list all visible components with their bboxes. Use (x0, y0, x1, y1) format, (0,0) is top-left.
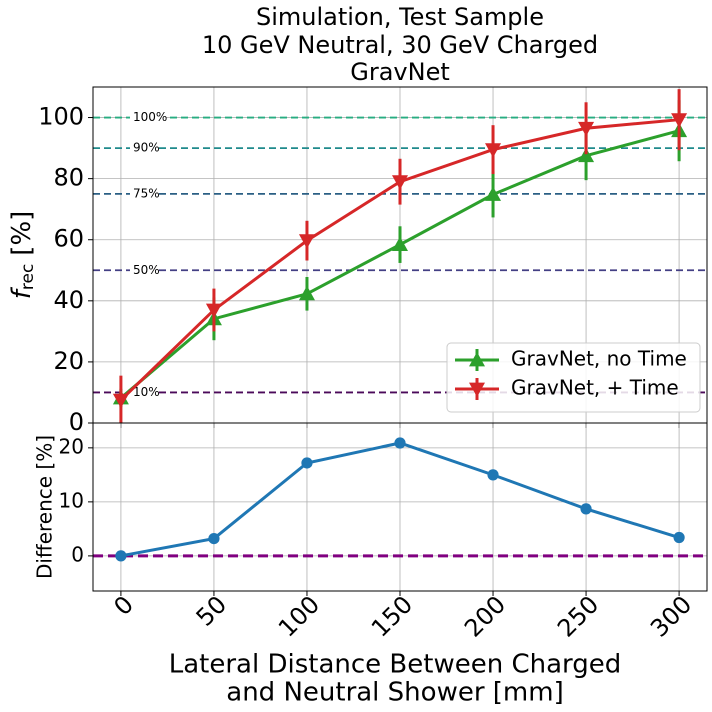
marker (115, 550, 127, 562)
chart-title: 10 GeV Neutral, 30 GeV Charged (202, 31, 598, 59)
y-axis-label: Difference [%] (33, 435, 57, 579)
marker (112, 393, 129, 409)
legend (446, 342, 701, 413)
x-tick-label: 50 (191, 590, 232, 631)
reference-label-bg (130, 385, 159, 400)
x-tick-label: 250 (552, 590, 604, 642)
reference-label: 100% (133, 110, 167, 124)
y-axis-label-unit: [%] (7, 211, 37, 256)
chart-title: GravNet (350, 58, 450, 86)
marker (392, 175, 408, 190)
marker (671, 113, 688, 128)
x-tick-label: 150 (366, 590, 418, 642)
y-tick-label: 0 (71, 542, 84, 566)
y-tick-label: 60 (53, 225, 84, 253)
reference-label: 50% (133, 263, 160, 277)
marker (487, 469, 499, 481)
plot-frame (92, 422, 708, 592)
x-tick-label: 200 (459, 590, 511, 642)
x-tick-label: 0 (108, 590, 139, 621)
y-tick-label: 0 (69, 408, 84, 436)
marker (485, 143, 502, 158)
reference-label-bg (130, 263, 159, 278)
x-axis-label: and Neutral Shower [mm] (226, 678, 563, 708)
legend-marker (469, 352, 485, 367)
legend-marker (469, 382, 485, 397)
x-axis-label: Lateral Distance Between Charged (169, 650, 622, 680)
marker (392, 236, 408, 252)
marker (394, 437, 406, 449)
x-tick-label: 100 (273, 590, 325, 642)
y-tick-label: 10 (59, 488, 84, 512)
reference-label: 90% (133, 141, 160, 155)
y-tick-label: 80 (53, 164, 84, 192)
y-tick-label: 40 (53, 286, 84, 314)
marker (205, 303, 222, 318)
marker (298, 285, 315, 301)
y-tick-label: 100 (38, 103, 84, 131)
marker (301, 457, 313, 469)
y-tick-label: 20 (53, 347, 84, 375)
chart-title: Simulation, Test Sample (256, 3, 544, 31)
marker (208, 533, 220, 545)
reference-label-bg (130, 186, 159, 201)
marker (578, 147, 595, 163)
legend-label: GravNet, + Time (511, 376, 679, 400)
y-axis-label-sub: rec (18, 264, 38, 290)
reference-label: 10% (133, 385, 160, 399)
marker (578, 121, 595, 137)
reference-label-bg (130, 141, 159, 156)
legend-label: GravNet, no Time (511, 347, 687, 371)
reference-label-bg (130, 110, 166, 125)
y-tick-label: 20 (59, 434, 84, 458)
marker (485, 186, 502, 201)
marker (580, 503, 592, 515)
reference-label: 75% (133, 186, 160, 200)
marker (298, 234, 315, 249)
marker (673, 531, 685, 544)
y-axis-label: frec[%] (7, 211, 39, 300)
x-tick-label: 300 (645, 590, 697, 642)
